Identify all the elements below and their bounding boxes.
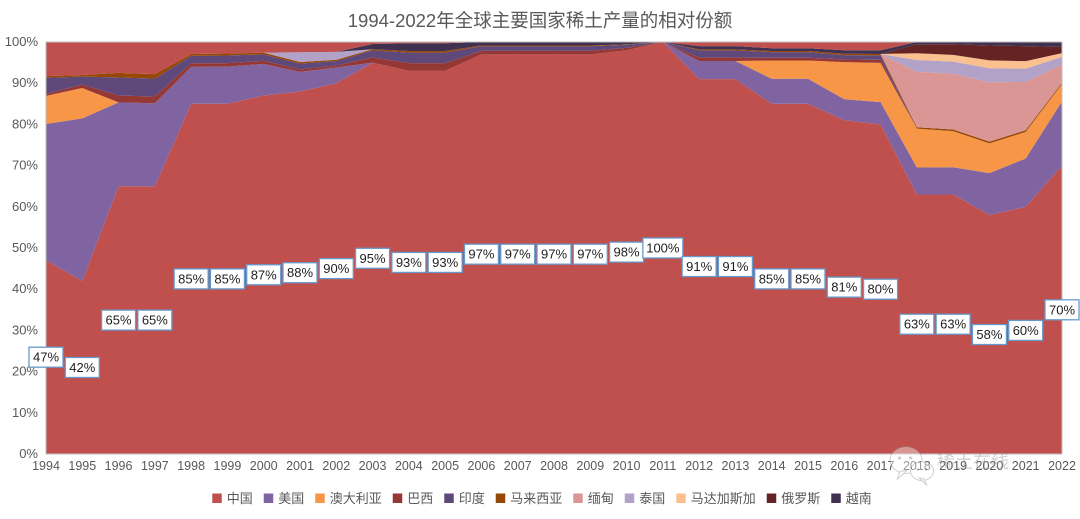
svg-text:85%: 85% [214,271,240,286]
svg-text:100%: 100% [646,241,680,256]
svg-text:42%: 42% [69,360,95,375]
svg-text:美国: 美国 [278,491,304,506]
svg-text:47%: 47% [33,350,59,365]
svg-text:40%: 40% [12,281,38,296]
svg-text:泰国: 泰国 [639,491,665,506]
svg-text:60%: 60% [1013,323,1039,338]
svg-text:2004: 2004 [395,459,423,473]
svg-text:70%: 70% [1049,302,1075,317]
svg-text:巴西: 巴西 [407,491,433,506]
svg-text:60%: 60% [12,199,38,214]
svg-text:2012: 2012 [685,459,713,473]
svg-text:1995: 1995 [68,459,96,473]
svg-text:中国: 中国 [227,491,253,506]
svg-text:97%: 97% [541,247,567,262]
svg-text:2002: 2002 [322,459,350,473]
svg-text:2016: 2016 [830,459,858,473]
svg-text:93%: 93% [396,255,422,270]
svg-text:100%: 100% [5,34,39,49]
svg-text:2009: 2009 [576,459,604,473]
svg-text:2005: 2005 [431,459,459,473]
svg-text:1998: 1998 [177,459,205,473]
svg-text:91%: 91% [686,259,712,274]
svg-text:马达加斯加: 马达加斯加 [691,491,756,506]
svg-text:97%: 97% [468,247,494,262]
svg-text:1999: 1999 [214,459,242,473]
svg-text:2001: 2001 [286,459,314,473]
svg-text:65%: 65% [106,313,132,328]
svg-text:2007: 2007 [504,459,532,473]
svg-text:98%: 98% [614,245,640,260]
svg-text:58%: 58% [976,327,1002,342]
svg-text:81%: 81% [831,280,857,295]
svg-text:2011: 2011 [649,459,676,473]
svg-text:2000: 2000 [250,459,278,473]
svg-text:30%: 30% [12,322,38,337]
svg-text:80%: 80% [12,116,38,131]
svg-text:稀土在线: 稀土在线 [937,452,1009,472]
svg-text:2006: 2006 [468,459,496,473]
svg-text:2022: 2022 [1048,459,1076,473]
svg-text:95%: 95% [360,251,386,266]
svg-text:2008: 2008 [540,459,568,473]
svg-text:澳大利亚: 澳大利亚 [330,491,382,506]
svg-text:印度: 印度 [459,491,485,506]
svg-text:97%: 97% [505,247,531,262]
svg-text:90%: 90% [12,75,38,90]
svg-text:越南: 越南 [846,491,872,506]
svg-text:80%: 80% [868,282,894,297]
svg-text:87%: 87% [251,267,277,282]
svg-text:91%: 91% [722,259,748,274]
svg-text:2013: 2013 [722,459,750,473]
svg-text:2003: 2003 [359,459,387,473]
svg-text:63%: 63% [940,317,966,332]
svg-text:2014: 2014 [758,459,786,473]
svg-text:50%: 50% [12,240,38,255]
svg-text:1997: 1997 [141,459,169,473]
svg-text:90%: 90% [323,261,349,276]
svg-text:2010: 2010 [613,459,641,473]
svg-text:缅甸: 缅甸 [588,491,614,506]
svg-text:88%: 88% [287,265,313,280]
svg-text:马来西亚: 马来西亚 [510,491,562,506]
svg-text:85%: 85% [178,271,204,286]
svg-text:10%: 10% [12,405,38,420]
svg-text:85%: 85% [795,271,821,286]
svg-text:85%: 85% [759,271,785,286]
svg-text:65%: 65% [142,313,168,328]
svg-text:97%: 97% [577,247,603,262]
svg-text:1996: 1996 [105,459,133,473]
svg-text:2015: 2015 [794,459,822,473]
svg-text:2021: 2021 [1012,459,1040,473]
svg-text:俄罗斯: 俄罗斯 [781,491,820,506]
svg-text:1994: 1994 [32,459,60,473]
svg-text:70%: 70% [12,158,38,173]
svg-text:63%: 63% [904,317,930,332]
svg-text:93%: 93% [432,255,458,270]
